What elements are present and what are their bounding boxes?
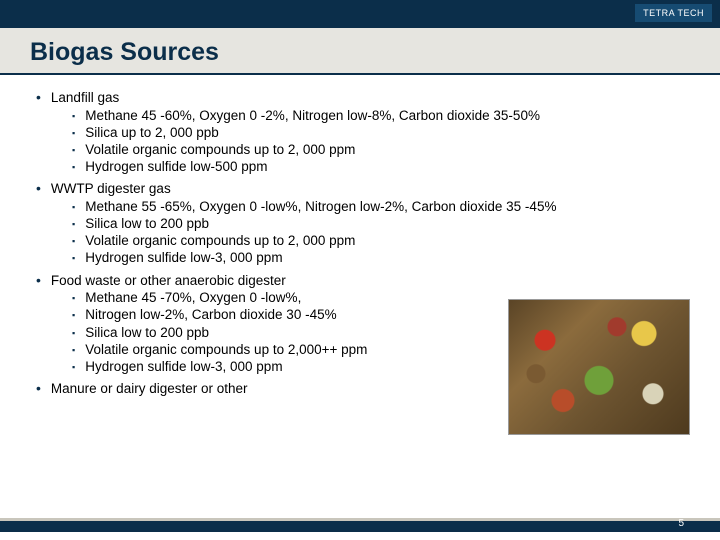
item-text: Silica up to 2, 000 ppb [85, 125, 219, 142]
item-text: Methane 55 -65%, Oxygen 0 -low%, Nitroge… [85, 199, 556, 216]
header-bar: TETRA TECH [0, 0, 720, 28]
section-heading: Manure or dairy digester or other [36, 381, 248, 396]
page-number: 5 [678, 518, 684, 529]
list-item: Volatile organic compounds up to 2, 000 … [72, 233, 684, 250]
footer-bar [0, 518, 720, 532]
section-landfill: Landfill gas Methane 45 -60%, Oxygen 0 -… [36, 89, 684, 176]
list-item: Volatile organic compounds up to 2, 000 … [72, 142, 684, 159]
section-heading: Food waste or other anaerobic digester [36, 273, 286, 288]
title-band: Biogas Sources [0, 28, 720, 75]
item-text: Silica low to 200 ppb [85, 216, 209, 233]
section-heading: Landfill gas [36, 90, 119, 105]
slide-title: Biogas Sources [30, 38, 690, 67]
list-item: Methane 45 -60%, Oxygen 0 -2%, Nitrogen … [72, 108, 684, 125]
list-item: Hydrogen sulfide low-500 ppm [72, 159, 684, 176]
item-text: Volatile organic compounds up to 2, 000 … [85, 233, 355, 250]
item-text: Hydrogen sulfide low-3, 000 ppm [85, 250, 282, 267]
item-text: Nitrogen low-2%, Carbon dioxide 30 -45% [85, 307, 336, 324]
item-text: Methane 45 -70%, Oxygen 0 -low%, [85, 290, 301, 307]
section-wwtp: WWTP digester gas Methane 55 -65%, Oxyge… [36, 180, 684, 267]
section-heading: WWTP digester gas [36, 181, 171, 196]
list-item: Silica up to 2, 000 ppb [72, 125, 684, 142]
item-text: Silica low to 200 ppb [85, 325, 209, 342]
item-text: Hydrogen sulfide low-500 ppm [85, 159, 267, 176]
list-item: Silica low to 200 ppb [72, 216, 684, 233]
brand-logo: TETRA TECH [635, 4, 712, 22]
sub-list: Methane 45 -60%, Oxygen 0 -2%, Nitrogen … [72, 108, 684, 176]
item-text: Volatile organic compounds up to 2,000++… [85, 342, 367, 359]
item-text: Hydrogen sulfide low-3, 000 ppm [85, 359, 282, 376]
item-text: Methane 45 -60%, Oxygen 0 -2%, Nitrogen … [85, 108, 540, 125]
item-text: Volatile organic compounds up to 2, 000 … [85, 142, 355, 159]
list-item: Methane 55 -65%, Oxygen 0 -low%, Nitroge… [72, 199, 684, 216]
food-waste-image [508, 299, 690, 435]
list-item: Hydrogen sulfide low-3, 000 ppm [72, 250, 684, 267]
sub-list: Methane 55 -65%, Oxygen 0 -low%, Nitroge… [72, 199, 684, 267]
slide-content: Landfill gas Methane 45 -60%, Oxygen 0 -… [0, 75, 720, 398]
